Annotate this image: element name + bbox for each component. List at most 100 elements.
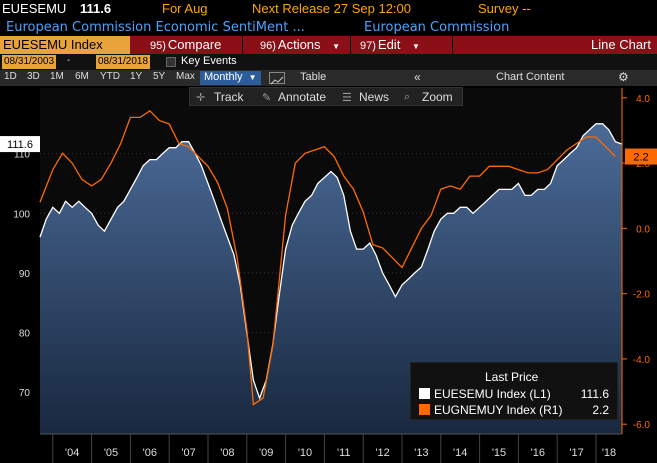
survey-label: Survey -- — [478, 1, 531, 16]
toolbar-divider — [452, 36, 453, 54]
legend-entry-eugnemuy: EUGNEMUY Index (R1) 2.2 — [419, 403, 615, 417]
start-date-field[interactable]: 08/31/2003 — [2, 55, 57, 69]
x-axis-label: '16 — [531, 447, 545, 459]
x-axis-label: '08 — [220, 447, 234, 459]
annotate-button[interactable]: Annotate — [278, 90, 327, 104]
command-toolbar: EUESEMU Index 95) Compare 96) Actions ▼ 97… — [0, 36, 657, 54]
description-row: European Commission Economic SentiMent .… — [0, 19, 657, 36]
range-max-button[interactable]: Max — [176, 71, 195, 82]
legend-label: EUGNEMUY Index (R1) — [434, 403, 563, 417]
chevron-down-icon: ▼ — [332, 42, 341, 51]
news-icon: ☰ — [342, 92, 352, 104]
x-axis-label: '07 — [181, 447, 195, 459]
security-description: European Commission Economic SentiMent .… — [6, 20, 305, 35]
range-1d-button[interactable]: 1D — [4, 71, 17, 82]
left-axis-label: 70 — [19, 388, 31, 399]
track-button[interactable]: Track — [214, 90, 244, 104]
range-3d-button[interactable]: 3D — [27, 71, 40, 82]
actions-label: Actions — [277, 37, 321, 52]
crosshair-icon: ✛ — [196, 92, 206, 104]
toolbar-divider — [350, 36, 351, 54]
x-axis-label: '11 — [337, 447, 351, 459]
chart-line-glyph — [270, 76, 284, 85]
range-1y-button[interactable]: 1Y — [130, 71, 143, 82]
eugnemuy-line — [39, 109, 616, 406]
left-axis-label: 110 — [14, 150, 30, 161]
right-axis-label: -6.0 — [633, 420, 651, 431]
left-axis-label: 90 — [19, 269, 31, 280]
euesemu-area — [40, 123, 622, 435]
last-value-right: 2.2 — [633, 152, 648, 164]
compare-number: 95) — [150, 40, 166, 52]
date-separator: - — [67, 55, 71, 66]
chart-line-icon[interactable] — [269, 72, 285, 85]
legend-label: EUESEMU Index (L1) — [434, 387, 551, 401]
euesemu-line — [39, 123, 623, 401]
range-1m-button[interactable]: 1M — [50, 71, 64, 82]
legend-value: 111.6 — [580, 387, 609, 401]
compare-label: Compare — [167, 37, 222, 52]
key-events-checkbox[interactable] — [166, 57, 176, 67]
right-axis-label: -2.0 — [633, 290, 651, 301]
news-button[interactable]: News — [359, 90, 390, 104]
chart-tools-bar: ✛ Track ✎ Annotate ☰ News ⌕ Zoom — [189, 87, 463, 106]
edit-button[interactable]: 97) Edit ▼ — [360, 37, 420, 53]
security-header: EUESEMU 111.6 For Aug Next Release 27 Se… — [0, 0, 657, 19]
frequency-select[interactable]: Monthly ▼ — [200, 71, 261, 85]
left-axis-label: 100 — [13, 209, 30, 220]
range-5y-button[interactable]: 5Y — [153, 71, 166, 82]
collapse-icon[interactable]: « — [414, 70, 421, 84]
ticker-field[interactable]: EUESEMU Index — [0, 36, 130, 54]
right-axis-label: 4.0 — [636, 94, 650, 105]
x-axis-label: '15 — [492, 447, 506, 459]
x-axis-label: '06 — [143, 447, 157, 459]
x-axis-label: '14 — [453, 447, 467, 459]
x-axis-label: '10 — [298, 447, 312, 459]
chevron-down-icon: ▼ — [248, 73, 257, 82]
table-button[interactable]: Table — [300, 71, 327, 83]
x-axis-label: '17 — [569, 447, 583, 459]
edit-label: Edit — [377, 37, 401, 52]
frequency-value: Monthly — [204, 71, 243, 83]
legend-title: Last Price — [485, 370, 539, 384]
end-date-field[interactable]: 08/31/2018 — [96, 55, 151, 69]
actions-button[interactable]: 96) Actions ▼ — [260, 37, 340, 53]
legend-swatch — [419, 404, 430, 415]
chart-content-button[interactable]: Chart Content — [496, 71, 565, 83]
compare-button[interactable]: 95) Compare — [150, 37, 221, 53]
x-axis-label: '04 — [65, 447, 79, 459]
right-axis-label: -4.0 — [633, 355, 651, 366]
gear-icon[interactable]: ⚙ — [618, 70, 629, 84]
range-toolbar: 1D 3D 1M 6M YTD 1Y 5Y Max Monthly ▼ Tabl… — [0, 70, 657, 86]
right-axis-label: 2.0 — [636, 159, 650, 170]
pencil-icon: ✎ — [262, 92, 272, 104]
toolbar-divider — [242, 36, 243, 54]
date-range-row: 08/31/2003 - 08/31/2018 Key Events — [0, 54, 657, 70]
zoom-button[interactable]: Zoom — [422, 90, 453, 104]
next-release-label: Next Release 27 Sep 12:00 — [252, 1, 411, 16]
chevron-down-icon: ▼ — [411, 42, 420, 51]
period-label: For Aug — [162, 1, 208, 16]
left-axis-label: 80 — [19, 329, 31, 340]
legend-entry-euesemu: EUESEMU Index (L1) 111.6 — [419, 387, 615, 401]
actions-number: 96) — [260, 40, 276, 52]
magnifier-icon: ⌕ — [404, 91, 411, 103]
x-axis-label: '13 — [414, 447, 428, 459]
x-axis-label: '12 — [375, 447, 389, 459]
chart-type-label[interactable]: Line Chart — [591, 37, 651, 52]
range-6m-button[interactable]: 6M — [75, 71, 89, 82]
ticker-label: EUESEMU — [2, 1, 67, 16]
price-chart[interactable]: 4.0 2.0 0.0 -2.0 -4.0 -6.0 110 100 90 80 70 '04 '05 '… — [0, 86, 657, 463]
last-value-left-box — [0, 136, 40, 153]
x-axis-label: '09 — [259, 447, 273, 459]
range-ytd-button[interactable]: YTD — [100, 71, 120, 82]
edit-number: 97) — [360, 40, 376, 52]
last-value-left: 111.6 — [7, 139, 33, 151]
chart-legend: Last Price EUESEMU Index (L1) 111.6 EUGN… — [410, 362, 618, 420]
right-axis-label: 0.0 — [636, 224, 650, 235]
x-axis-label: '05 — [104, 447, 118, 459]
source-label: European Commission — [364, 20, 510, 35]
last-value: 111.6 — [80, 1, 112, 16]
key-events-label: Key Events — [181, 55, 237, 67]
legend-value: 2.2 — [592, 403, 609, 417]
